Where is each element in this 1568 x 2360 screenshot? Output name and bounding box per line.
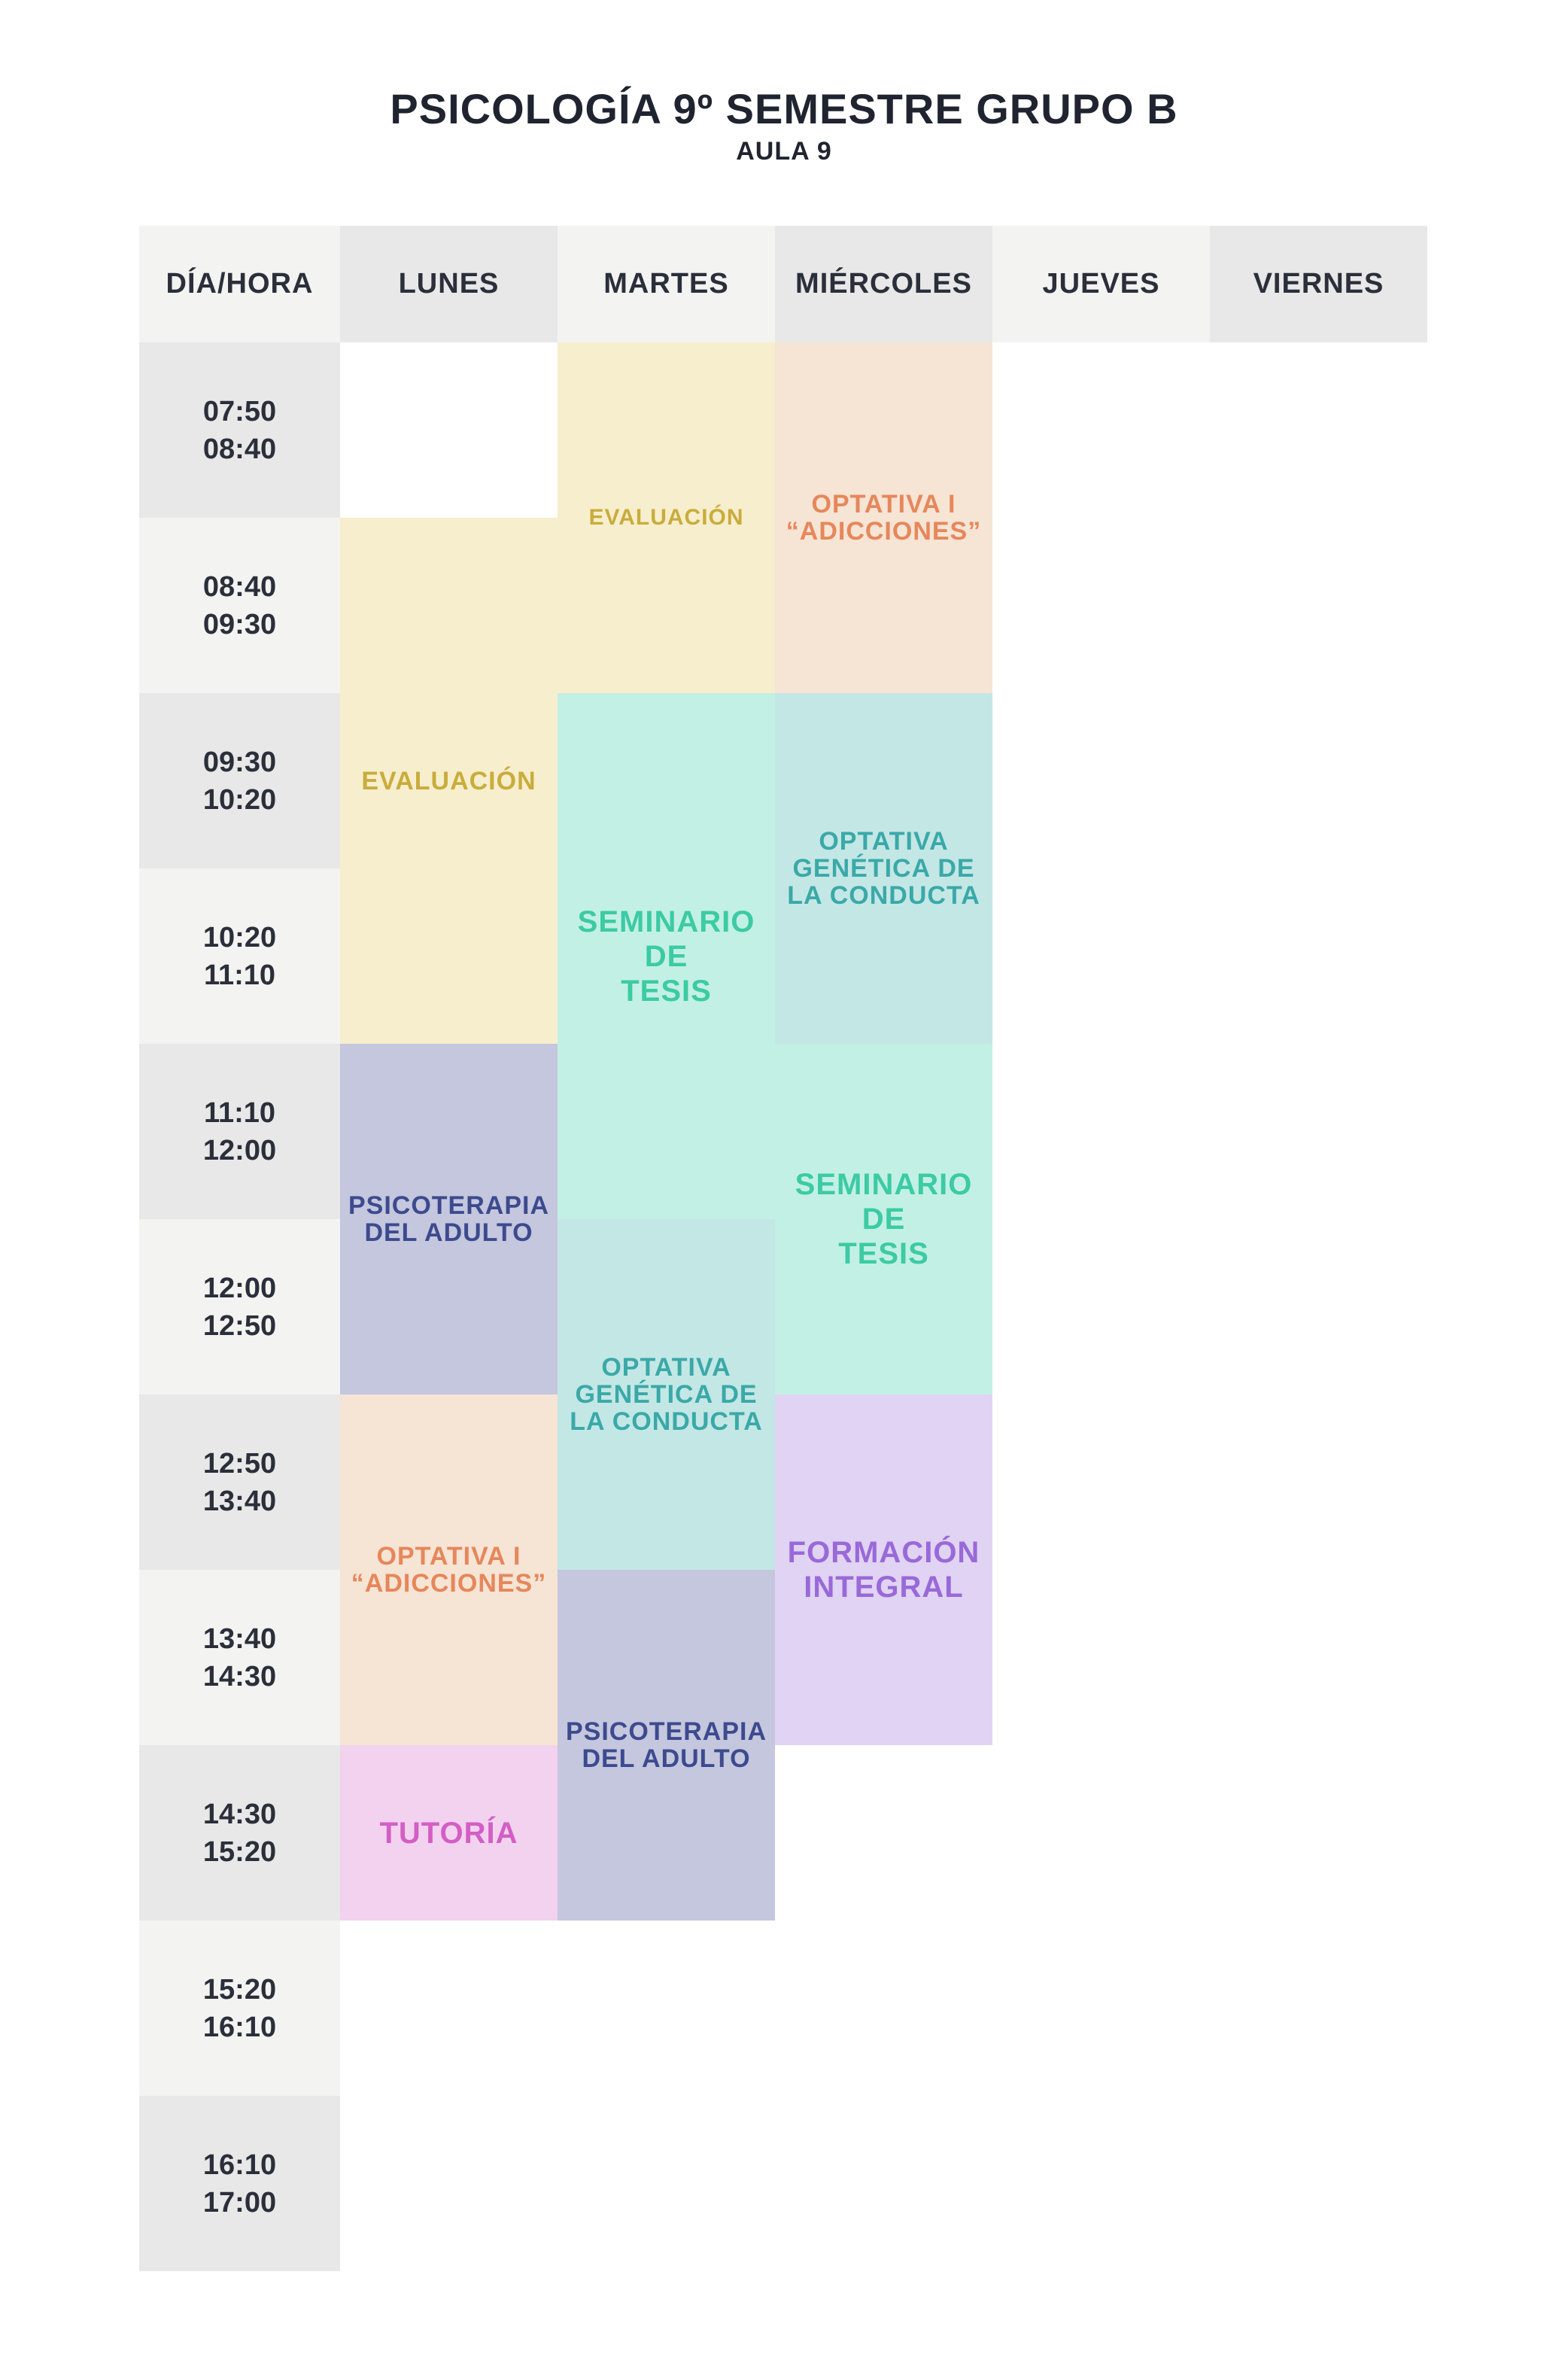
class-block-label: SEMINARIO DE TESIS [795,1168,973,1270]
time-end: 15:20 [202,1835,277,1868]
header-miercoles: MIÉRCOLES [775,226,992,342]
time-slot: 11:10 12:00 [139,1044,340,1219]
time-end: 08:40 [202,433,277,465]
time-end: 11:10 [203,959,276,991]
time-start: 09:30 [202,746,277,778]
class-block-label: TUTORÍA [379,1816,518,1850]
class-block-label: OPTATIVA GENÉTICA DE LA CONDUCTA [570,1353,763,1436]
header-jueves: JUEVES [992,226,1210,342]
time-start: 14:30 [202,1798,277,1830]
class-block-adicciones: OPTATIVA I “ADICCIONES” [340,1394,558,1745]
class-block-evaluacion: EVALUACIÓN [558,342,775,693]
time-start: 08:40 [202,570,277,603]
time-end: 14:30 [202,1660,277,1692]
time-slot: 15:20 16:10 [139,1921,340,2096]
time-start: 10:20 [202,921,277,953]
header-viernes: VIERNES [1210,226,1427,342]
time-end: 12:50 [202,1309,277,1342]
time-end: 13:40 [202,1485,277,1517]
time-start: 15:20 [202,1973,277,2006]
class-block-seminario: SEMINARIO DE TESIS [558,693,775,1219]
class-block-evaluacion: EVALUACIÓN [340,518,558,1044]
time-slot: 14:30 15:20 [139,1745,340,1921]
class-block-psicoterapia: PSICOTERAPIA DEL ADULTO [558,1570,775,1921]
time-slot: 08:40 09:30 [139,518,340,693]
page-title: PSICOLOGÍA 9º SEMESTRE GRUPO B [390,85,1178,132]
header-dia-hora: DÍA/HORA [139,226,340,342]
time-start: 16:10 [202,2149,277,2181]
time-start: 12:50 [202,1447,277,1480]
time-end: 10:20 [202,783,277,816]
time-start: 12:00 [202,1272,277,1304]
class-block-label: OPTATIVA GENÉTICA DE LA CONDUCTA [787,827,980,910]
class-block-label: SEMINARIO DE TESIS [577,905,755,1008]
time-start: 07:50 [202,395,277,427]
class-block-label: PSICOTERAPIA DEL ADULTO [565,1717,767,1773]
time-slot: 12:50 13:40 [139,1394,340,1570]
class-block-genetica: OPTATIVA GENÉTICA DE LA CONDUCTA [775,693,992,1044]
class-block-adicciones: OPTATIVA I “ADICCIONES” [775,342,992,693]
class-block-label: PSICOTERAPIA DEL ADULTO [348,1191,550,1247]
time-end: 16:10 [202,2011,277,2043]
class-block-seminario: SEMINARIO DE TESIS [775,1044,992,1394]
class-block-label: EVALUACIÓN [361,766,536,795]
page-subtitle: AULA 9 [736,137,832,166]
header-martes: MARTES [558,226,775,342]
time-start: 13:40 [202,1622,277,1655]
time-end: 12:00 [202,1134,277,1166]
time-slot: 07:50 08:40 [139,342,340,518]
class-block-genetica: OPTATIVA GENÉTICA DE LA CONDUCTA [558,1219,775,1570]
time-start: 11:10 [203,1096,276,1129]
time-end: 09:30 [202,608,277,640]
class-block-label: FORMACIÓN INTEGRAL [787,1536,980,1604]
time-slot: 09:30 10:20 [139,693,340,868]
class-block-label: EVALUACIÓN [588,505,744,530]
time-slot: 13:40 14:30 [139,1570,340,1745]
class-block-formacion: FORMACIÓN INTEGRAL [775,1394,992,1745]
time-slot: 16:10 17:00 [139,2096,340,2271]
time-end: 17:00 [202,2186,277,2219]
class-block-psicoterapia: PSICOTERAPIA DEL ADULTO [340,1044,558,1394]
header-lunes: LUNES [340,226,558,342]
time-slot: 12:00 12:50 [139,1219,340,1394]
time-slot: 10:20 11:10 [139,868,340,1044]
class-block-label: OPTATIVA I “ADICCIONES” [351,1542,547,1598]
class-block-tutoria: TUTORÍA [340,1745,558,1921]
class-block-label: OPTATIVA I “ADICCIONES” [786,490,982,546]
